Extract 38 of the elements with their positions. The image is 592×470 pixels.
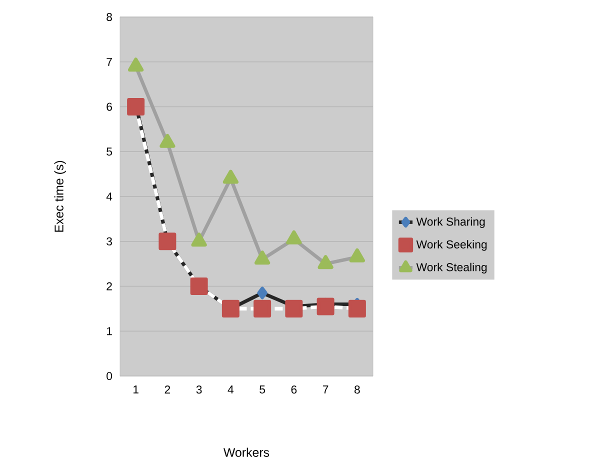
legend-label: Work Seeking <box>416 240 487 251</box>
x-tick-label: 8 <box>354 386 360 394</box>
point <box>286 230 302 244</box>
y-tick-label: 2 <box>106 282 112 290</box>
x-tick-label: 3 <box>196 386 202 394</box>
y-tick-label: 3 <box>106 237 112 246</box>
y-tick-label: 1 <box>106 327 112 336</box>
x-tick-label: 5 <box>260 386 266 394</box>
y-tick-label: 0 <box>106 372 112 380</box>
y-tick-label: 6 <box>106 102 112 111</box>
point <box>190 278 208 295</box>
x-tick-label: 2 <box>164 386 170 394</box>
legend-label: Work Sharing <box>416 217 485 228</box>
x-tick-label: 1 <box>134 386 138 394</box>
x-tick-label: 7 <box>322 386 328 394</box>
y-tick-label: 7 <box>106 58 112 66</box>
point <box>254 300 272 318</box>
point <box>128 58 144 72</box>
y-tick-label: 5 <box>106 148 112 156</box>
point <box>349 248 365 262</box>
x-tick-label: 4 <box>228 386 234 394</box>
x-tick-label: 6 <box>291 386 297 394</box>
y-tick-label: 8 <box>106 12 112 22</box>
point <box>285 300 303 318</box>
point <box>348 300 366 318</box>
point <box>191 232 207 247</box>
point <box>222 170 238 184</box>
point <box>158 232 176 250</box>
x-axis-title: Workers <box>223 448 270 457</box>
point <box>318 255 334 270</box>
y-axis-title: Exec time (s) <box>54 160 66 232</box>
y-tick-label: 4 <box>106 192 112 200</box>
legend-label: Work Stealing <box>416 262 487 274</box>
point <box>257 286 268 300</box>
point <box>160 134 176 148</box>
point <box>316 298 334 316</box>
point <box>254 250 270 265</box>
point <box>222 300 240 318</box>
